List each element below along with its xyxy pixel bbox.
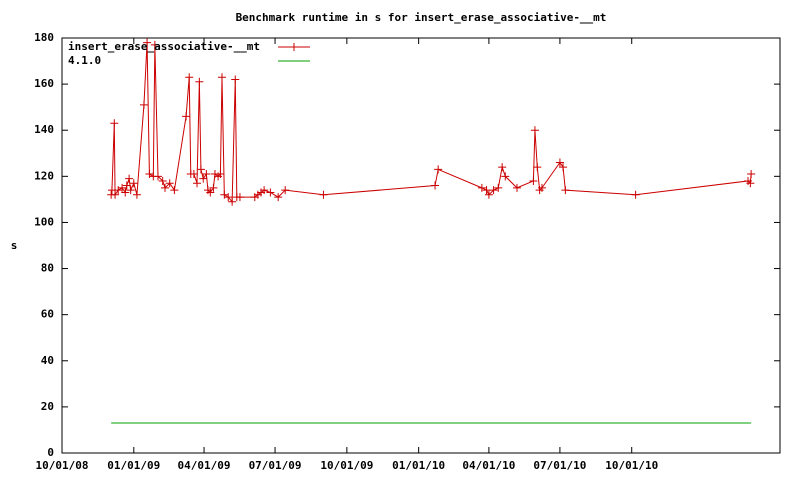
x-tick-label: 07/01/10	[533, 459, 586, 472]
point-marker	[434, 165, 443, 174]
x-tick-label: 04/01/10	[462, 459, 515, 472]
point-marker	[216, 170, 225, 179]
point-marker	[274, 193, 283, 202]
point-marker	[561, 186, 570, 195]
point-marker	[217, 73, 226, 82]
point-marker	[231, 75, 240, 84]
series-line	[110, 42, 752, 204]
point-marker	[196, 165, 205, 174]
point-marker	[122, 181, 131, 190]
point-marker	[126, 186, 135, 195]
point-marker	[631, 190, 640, 199]
x-tick-label: 10/01/09	[320, 459, 373, 472]
chart-title: Benchmark runtime in s for insert_erase_…	[236, 11, 607, 24]
point-marker	[746, 179, 755, 188]
point-marker	[260, 186, 269, 195]
point-marker	[125, 174, 134, 183]
y-tick-label: 180	[34, 31, 54, 44]
y-axis-label: s	[11, 239, 18, 252]
y-tick-label: 40	[41, 354, 54, 367]
x-tick-label: 04/01/09	[178, 459, 231, 472]
point-marker	[161, 183, 170, 192]
plot-frame	[61, 37, 781, 454]
point-marker	[143, 38, 152, 47]
y-tick-label: 140	[34, 123, 54, 136]
point-marker	[121, 188, 130, 197]
y-tick-label: 120	[34, 169, 54, 182]
point-marker	[281, 186, 290, 195]
point-marker	[209, 183, 218, 192]
point-marker	[170, 186, 179, 195]
point-marker	[747, 170, 756, 179]
point-marker	[185, 73, 194, 82]
point-marker	[266, 188, 275, 197]
point-marker	[224, 193, 233, 202]
point-marker	[118, 183, 127, 192]
point-marker	[498, 163, 507, 172]
point-marker	[501, 172, 510, 181]
point-marker	[182, 112, 191, 121]
legend-marker	[290, 43, 298, 51]
y-tick-label: 160	[34, 77, 54, 90]
point-marker	[319, 190, 328, 199]
point-marker	[202, 170, 211, 179]
point-marker	[482, 186, 491, 195]
point-marker	[199, 174, 208, 183]
point-marker	[165, 179, 174, 188]
point-marker	[235, 193, 244, 202]
point-marker	[530, 126, 539, 135]
point-marker	[110, 119, 119, 128]
point-marker	[153, 172, 162, 181]
legend-label: 4.1.0	[68, 54, 101, 67]
point-marker	[139, 100, 148, 109]
y-tick-label: 20	[41, 400, 54, 413]
point-marker	[477, 183, 486, 192]
point-marker	[512, 183, 521, 192]
legend-label: insert_erase_associative-__mt	[68, 40, 260, 53]
point-marker	[431, 181, 440, 190]
x-tick-label: 01/01/09	[107, 459, 160, 472]
point-marker	[559, 163, 568, 172]
point-marker	[193, 179, 202, 188]
point-marker	[206, 188, 215, 197]
point-marker	[484, 190, 493, 199]
point-marker	[494, 183, 503, 192]
point-marker	[537, 183, 546, 192]
y-tick-label: 60	[41, 308, 54, 321]
point-marker	[555, 158, 564, 167]
point-marker	[158, 176, 167, 185]
y-tick-label: 100	[34, 215, 54, 228]
point-marker	[489, 186, 498, 195]
y-tick-label: 80	[41, 262, 54, 275]
point-marker	[228, 197, 237, 206]
point-marker	[195, 77, 204, 86]
point-marker	[111, 190, 120, 199]
point-marker	[529, 176, 538, 185]
x-tick-label: 07/01/09	[249, 459, 302, 472]
x-tick-label: 10/01/10	[605, 459, 658, 472]
point-marker	[150, 40, 159, 49]
point-marker	[533, 163, 542, 172]
point-marker	[189, 170, 198, 179]
x-tick-label: 10/01/08	[36, 459, 89, 472]
x-tick-label: 01/01/10	[392, 459, 445, 472]
y-tick-label: 0	[47, 446, 54, 459]
point-marker	[129, 179, 138, 188]
point-marker	[132, 190, 141, 199]
